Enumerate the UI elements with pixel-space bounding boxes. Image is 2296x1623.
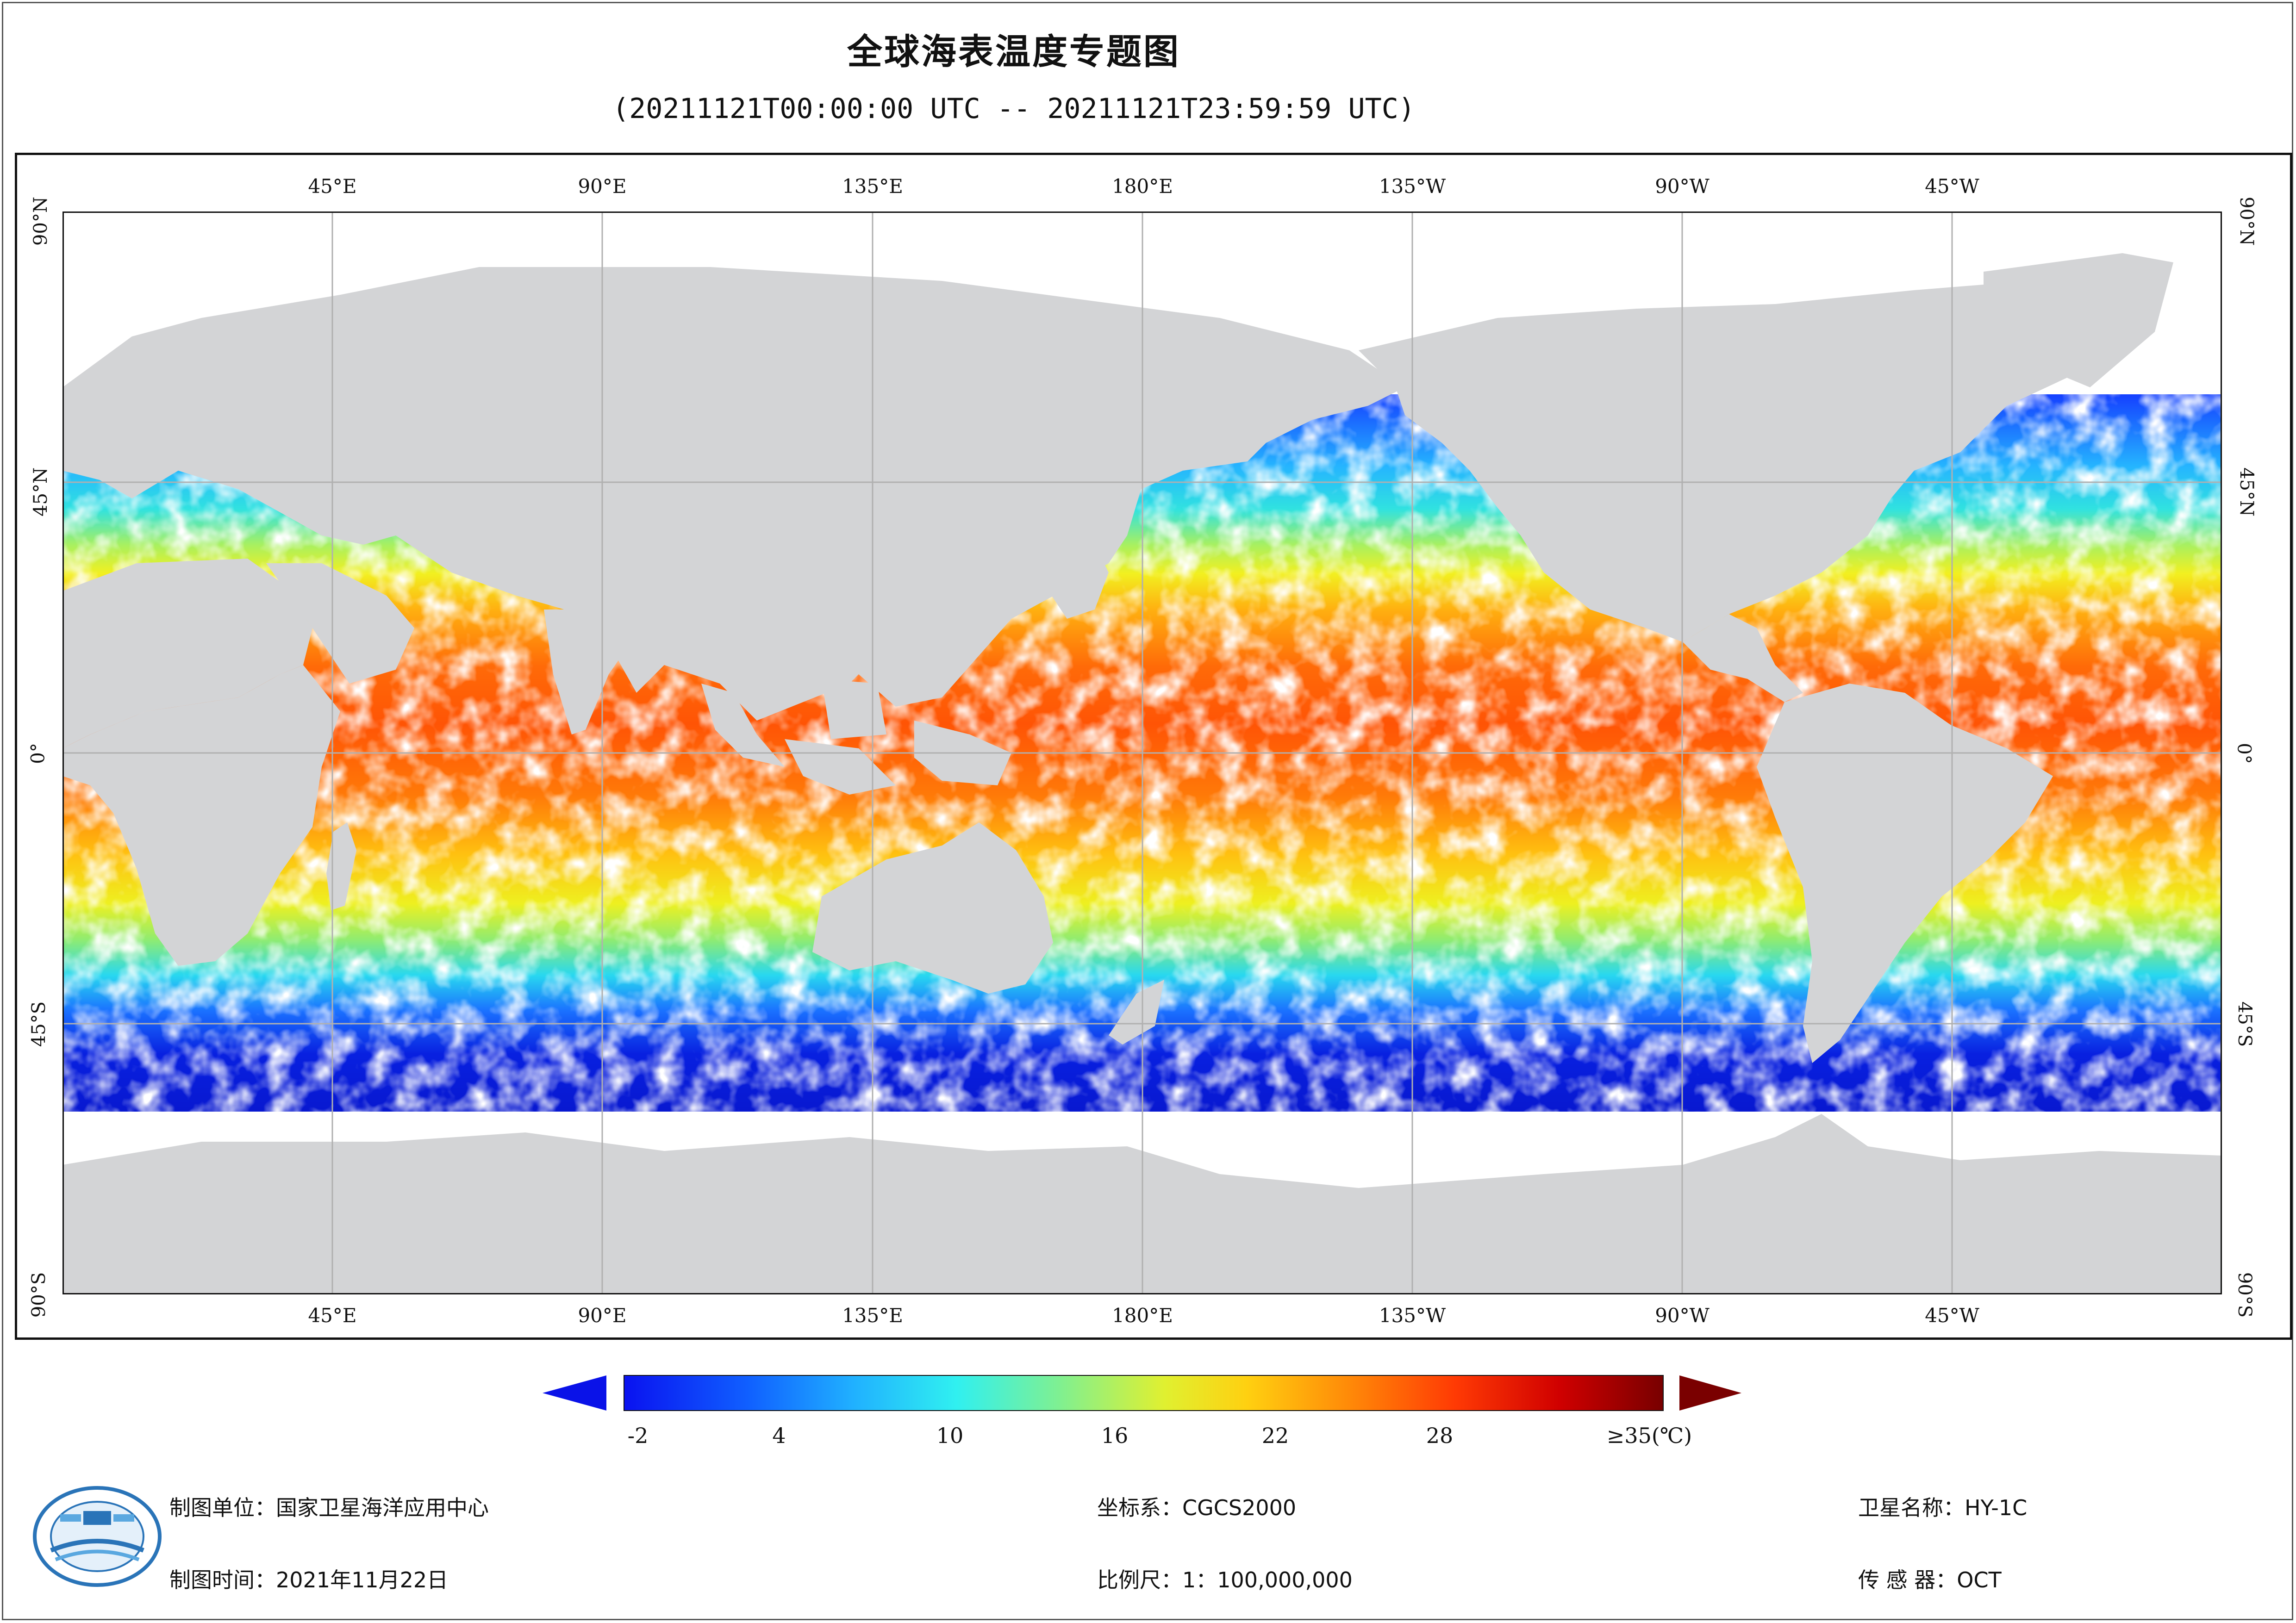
lon-label-top: 135°W	[1379, 175, 1446, 198]
colorbar-gradient	[624, 1375, 1664, 1411]
lon-label-top: 135°E	[842, 175, 903, 198]
lon-label-top: 90°E	[578, 175, 627, 198]
colorbar-tick: -2	[627, 1423, 649, 1448]
colorbar-tick: 28	[1426, 1423, 1454, 1448]
nsoas-logo	[33, 1486, 162, 1587]
lon-label-top: 90°W	[1655, 175, 1710, 198]
lon-label-top: 45°E	[308, 175, 357, 198]
info-satellite: 卫星名称：HY-1C	[1858, 1495, 2028, 1520]
colorbar-over-arrow	[1679, 1375, 1741, 1411]
lat-label-right: 90°N	[2235, 197, 2257, 246]
info-crs: 坐标系：CGCS2000	[1097, 1495, 1297, 1520]
map-canvas	[62, 211, 2222, 1294]
lat-label-left: 45°S	[28, 1001, 50, 1047]
lon-label-bottom: 45°W	[1925, 1304, 1979, 1327]
colorbar-tick: 16	[1101, 1423, 1129, 1448]
graticule	[62, 211, 2222, 1294]
lat-label-right: 45°S	[2234, 1001, 2256, 1047]
lat-label-right: 45°N	[2235, 467, 2257, 516]
colorbar-tick: ≥35(℃)	[1606, 1423, 1692, 1448]
colorbar-tick: 10	[936, 1423, 964, 1448]
lon-label-bottom: 90°W	[1655, 1304, 1710, 1327]
lon-label-top: 45°W	[1925, 175, 1979, 198]
lat-label-right: 90°S	[2234, 1272, 2256, 1318]
lat-label-left: 45°N	[30, 467, 51, 516]
info-scale: 比例尺：1：100,000,000	[1097, 1567, 1353, 1592]
colorbar	[543, 1375, 1741, 1411]
lon-label-bottom: 45°E	[308, 1304, 357, 1327]
info-date: 制图时间：2021年11月22日	[169, 1567, 449, 1592]
lat-label-left: 0°	[27, 743, 49, 764]
lon-label-top: 180°E	[1112, 175, 1173, 198]
info-unit: 制图单位：国家卫星海洋应用中心	[169, 1495, 489, 1520]
info-sensor: 传 感 器：OCT	[1858, 1567, 2002, 1592]
map-title: 全球海表温度专题图	[847, 31, 1180, 72]
lon-label-bottom: 135°E	[842, 1304, 903, 1327]
map-subtitle: (20211121T00:00:00 UTC -- 20211121T23:59…	[612, 93, 1415, 125]
colorbar-tick: 22	[1261, 1423, 1289, 1448]
lat-label-left: 90°S	[28, 1272, 50, 1318]
colorbar-under-arrow	[543, 1375, 606, 1411]
lat-label-right: 0°	[2233, 743, 2255, 764]
lon-label-bottom: 180°E	[1112, 1304, 1173, 1327]
lon-label-bottom: 135°W	[1379, 1304, 1446, 1327]
lat-label-left: 90°N	[30, 197, 51, 246]
colorbar-tick: 4	[772, 1423, 786, 1448]
lon-label-bottom: 90°E	[578, 1304, 627, 1327]
